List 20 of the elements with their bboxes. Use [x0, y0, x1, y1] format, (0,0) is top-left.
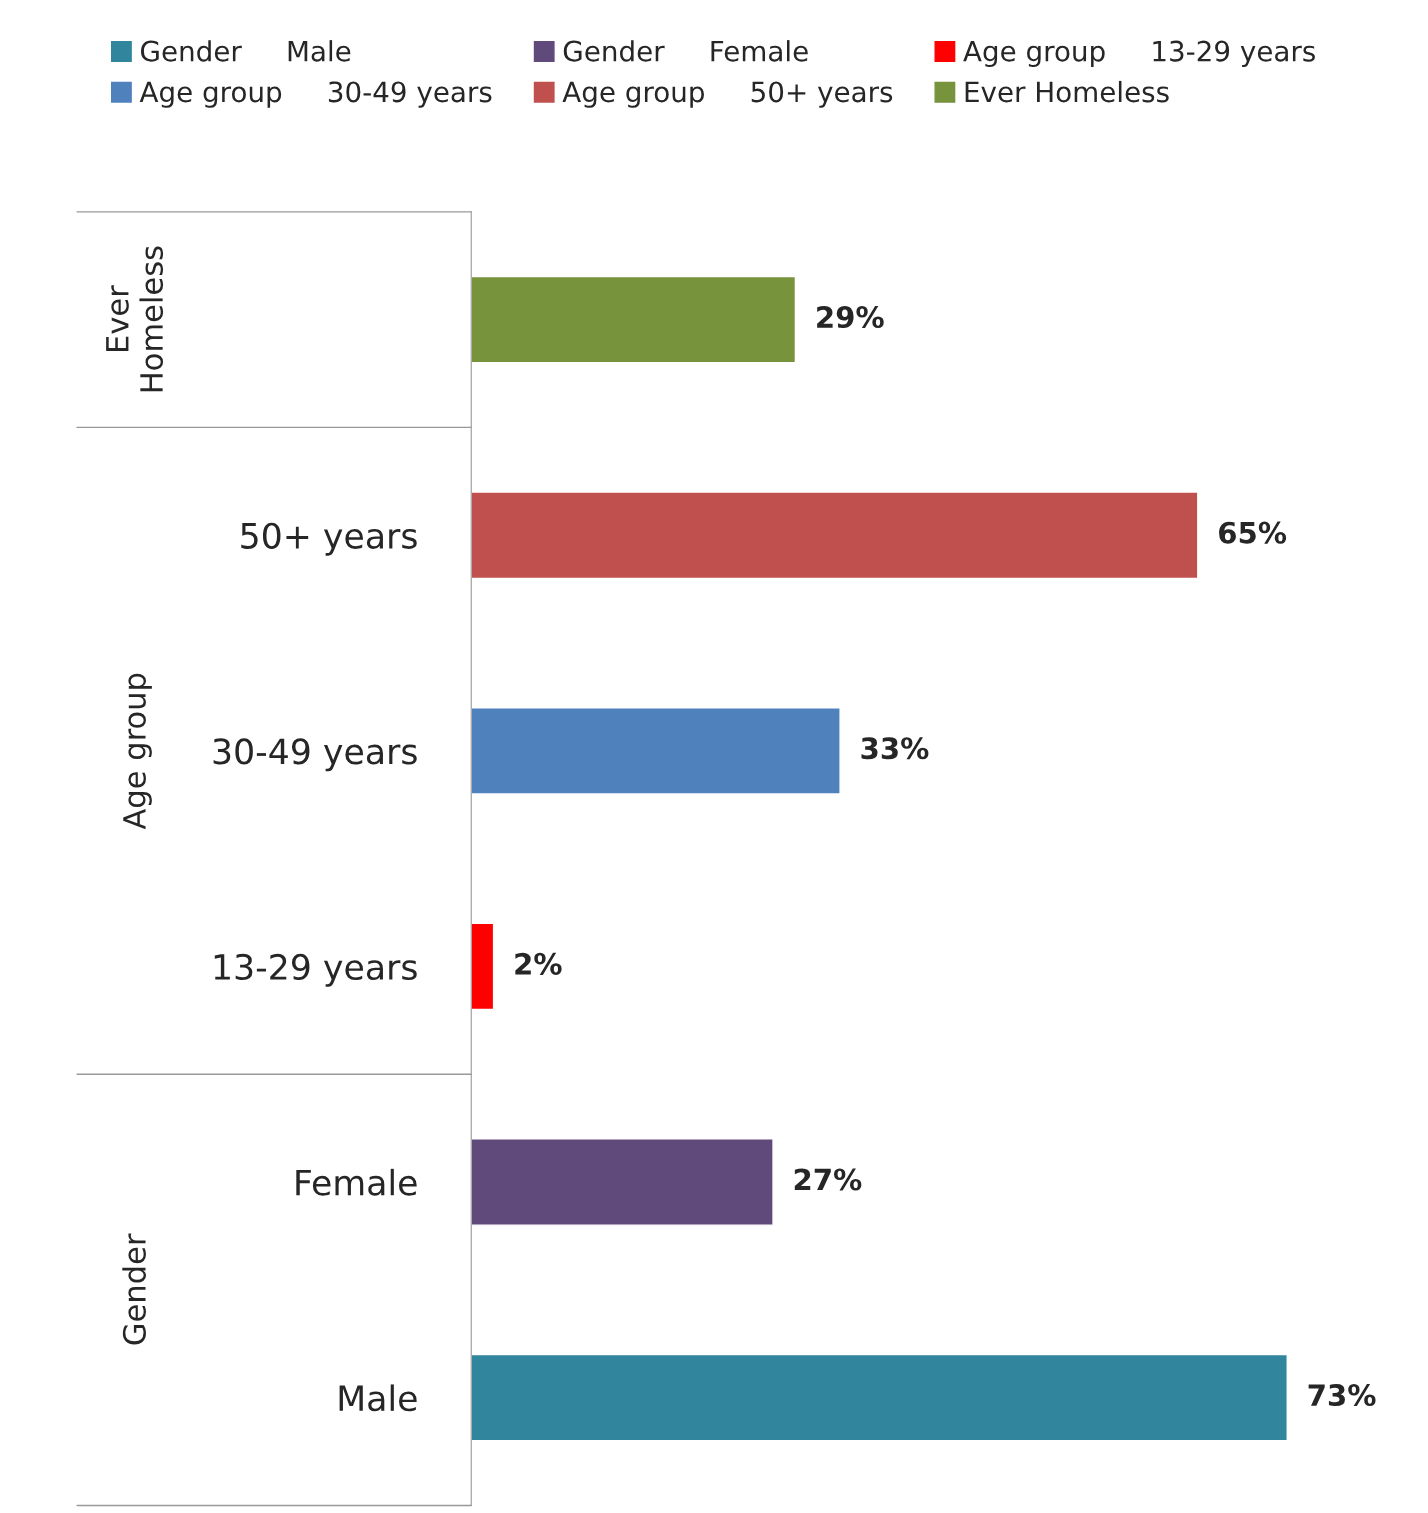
legend-label: Age group 50+ years [562, 81, 893, 108]
y-tick-label: Male [339, 1384, 417, 1412]
y-tick-label: 30-49 years [213, 738, 417, 772]
legend-label: Age group 30-49 years [139, 81, 492, 108]
legend-label: Age group 13-29 years [963, 40, 1315, 68]
data-label: 33% [861, 737, 929, 760]
data-label: 29% [817, 306, 884, 329]
legend-label: Gender Female [563, 40, 808, 62]
data-label: 2% [515, 952, 562, 975]
legend-label: Ever Homeless [965, 80, 1169, 103]
y-tick-label: Female [296, 1168, 417, 1196]
data-label: 65% [1219, 521, 1287, 544]
y-tick-label: 50+ years [241, 522, 417, 556]
text: Gender [122, 1233, 146, 1345]
legend-label: Gender Male [141, 40, 351, 62]
text: Age group [123, 673, 152, 830]
data-label: 73% [1308, 1384, 1376, 1407]
text: Ever Homeless [106, 246, 164, 392]
data-label: 27% [794, 1168, 862, 1191]
y-tick-label: 13-29 years [214, 953, 417, 987]
